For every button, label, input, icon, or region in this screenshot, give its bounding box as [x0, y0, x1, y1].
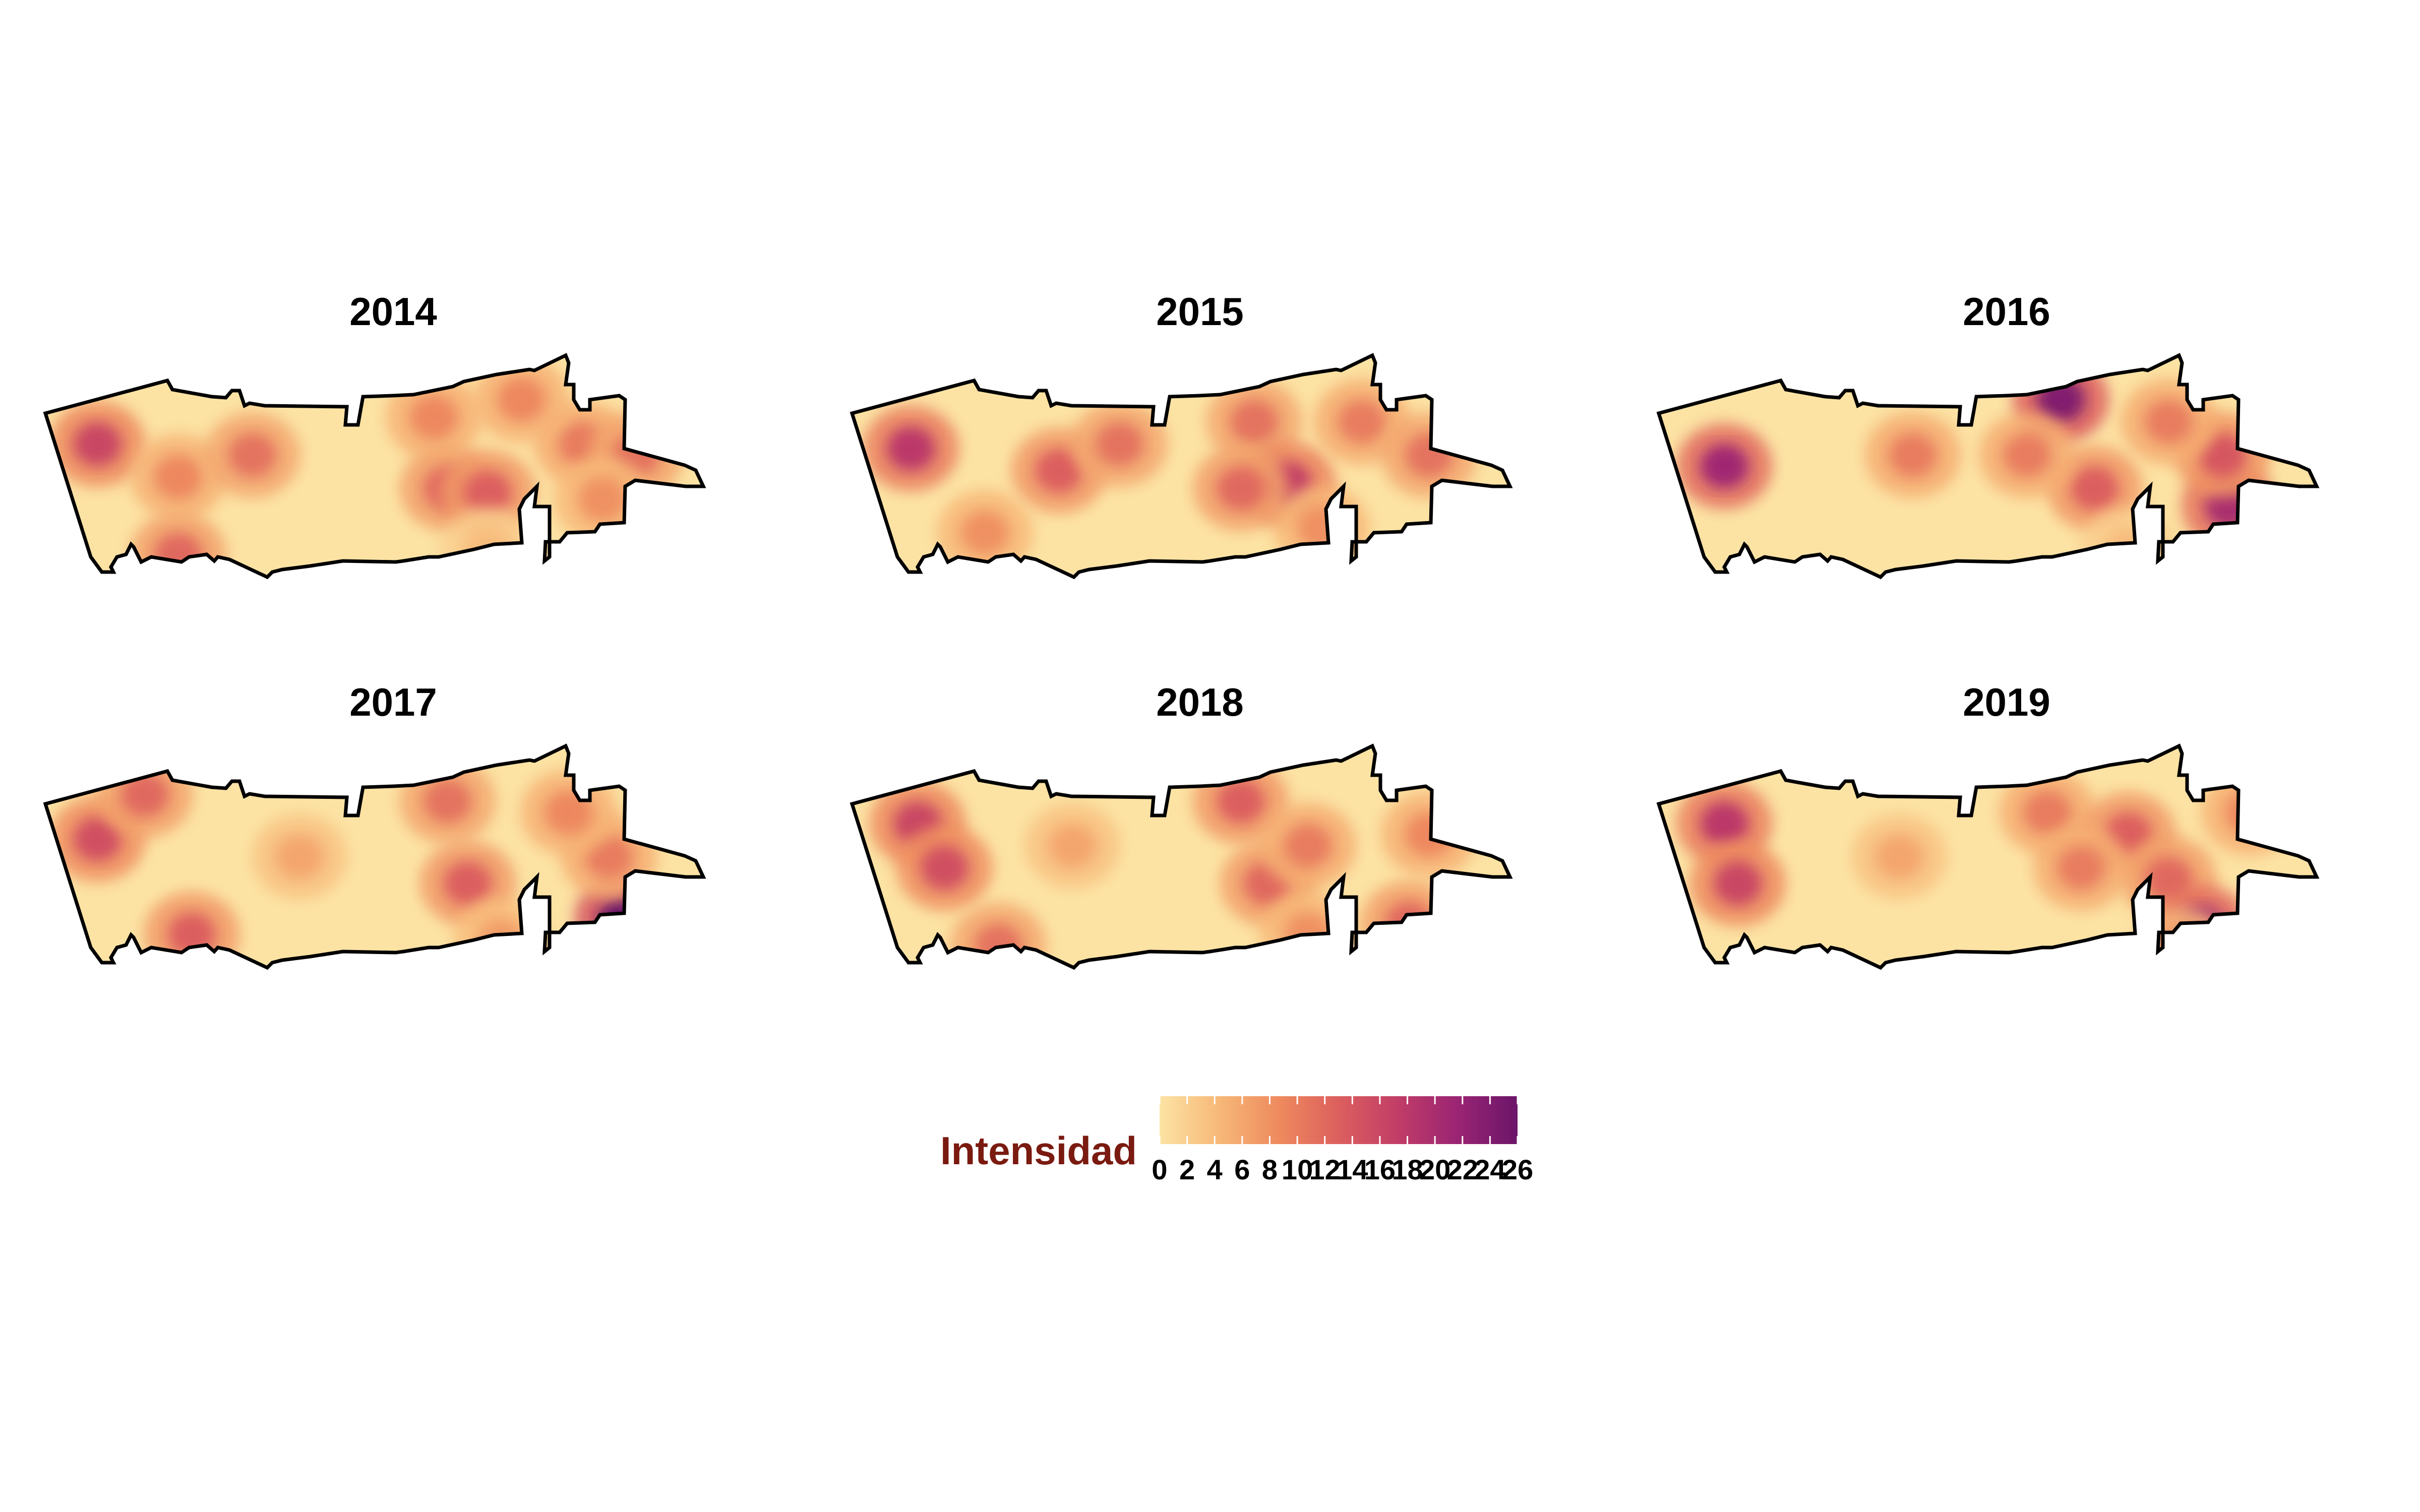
intensity-hotspot: [120, 772, 169, 817]
panel-title: 2014: [349, 289, 437, 334]
intensity-hotspot: [154, 455, 203, 499]
legend-tick-label: 18: [1392, 1154, 1423, 1185]
intensity-hotspot: [2070, 466, 2119, 511]
intensity-hotspot: [443, 861, 492, 906]
intensity-hotspot: [2003, 433, 2051, 477]
intensity-hotspot: [1700, 801, 1749, 846]
panel-title: 2018: [1156, 680, 1244, 724]
panel-title: 2017: [349, 680, 437, 724]
panel-2015: 2015: [852, 289, 1510, 577]
legend-tick-label: 10: [1282, 1154, 1313, 1185]
intensity-hotspot: [1095, 422, 1144, 466]
intensity-hotspot-halo: [2134, 907, 2230, 968]
legend-tick-label: 0: [1152, 1154, 1167, 1185]
panel-2016: 2016: [1659, 289, 2317, 593]
panel-2019: 2019: [1659, 680, 2317, 993]
intensity-hotspot: [2104, 528, 2153, 573]
legend-tick-label: 16: [1364, 1154, 1396, 1185]
intensity-hotspot: [73, 422, 122, 466]
intensity-hotspot: [228, 433, 277, 477]
panel-2018: 2018: [852, 680, 1510, 988]
intensity-hotspot: [275, 835, 324, 879]
density-layer: [1659, 746, 2317, 968]
intensity-hotspot: [1048, 824, 1097, 868]
panel-2014: 2014: [45, 289, 703, 598]
density-layer: [1659, 355, 2317, 577]
intensity-hotspot: [477, 919, 526, 964]
intensity-hotspot: [1405, 433, 1454, 477]
legend-tick-label: 12: [1309, 1154, 1341, 1185]
intensity-hotspot: [598, 897, 647, 941]
legend-tick-label: 14: [1337, 1154, 1368, 1185]
intensity-hotspot: [410, 395, 458, 440]
intensity-hotspot: [1035, 448, 1083, 493]
intensity-hotspot: [2056, 846, 2105, 890]
panel-title: 2015: [1156, 289, 1244, 334]
intensity-hotspot: [1217, 466, 1265, 511]
intensity-hotspot: [423, 779, 472, 824]
legend-colorbar: [1160, 1096, 1518, 1144]
intensity-hotspot: [920, 846, 969, 890]
legend-tick-label: 4: [1207, 1154, 1223, 1185]
legend-tick-label: 8: [1262, 1154, 1278, 1185]
intensity-hotspot: [2158, 927, 2206, 968]
intensity-hotspot: [578, 477, 627, 522]
intensity-hotspot: [1700, 444, 1749, 488]
intensity-hotspot: [1284, 824, 1333, 868]
legend-tick-label: 26: [1502, 1154, 1533, 1185]
intensity-hotspot: [1230, 400, 1279, 444]
panel-2017: 2017: [45, 680, 703, 984]
intensity-hotspot: [463, 470, 512, 515]
panel-title: 2016: [1963, 289, 2050, 334]
legend-tick-label: 20: [1419, 1154, 1450, 1185]
intensity-hotspot: [497, 377, 546, 422]
intensity-hotspot: [2198, 433, 2247, 477]
intensity-hotspot: [960, 511, 1009, 555]
intensity-hotspot: [2225, 790, 2274, 835]
legend-tick-label: 6: [1234, 1154, 1250, 1185]
legend-title: Intensidad: [940, 1128, 1137, 1173]
intensity-hotspot: [1889, 433, 1937, 477]
legend-tick-label: 2: [1179, 1154, 1195, 1185]
density-layer: [45, 746, 703, 968]
intensity-hotspot: [2144, 400, 2193, 444]
intensity-hotspot: [1338, 400, 1386, 444]
intensity-hotspot: [544, 790, 593, 835]
intensity-hotspot: [2023, 790, 2072, 835]
panel-title: 2019: [1963, 680, 2050, 724]
intensity-hotspot: [1713, 861, 1762, 906]
intensity-hotspot: [73, 816, 122, 861]
intensity-hotspot: [1875, 835, 1924, 879]
legend-tick-label: 22: [1447, 1154, 1478, 1185]
intensity-hotspot: [886, 426, 935, 471]
intensity-hotspot: [1217, 779, 1265, 824]
legend-tick-label: 24: [1474, 1154, 1505, 1185]
